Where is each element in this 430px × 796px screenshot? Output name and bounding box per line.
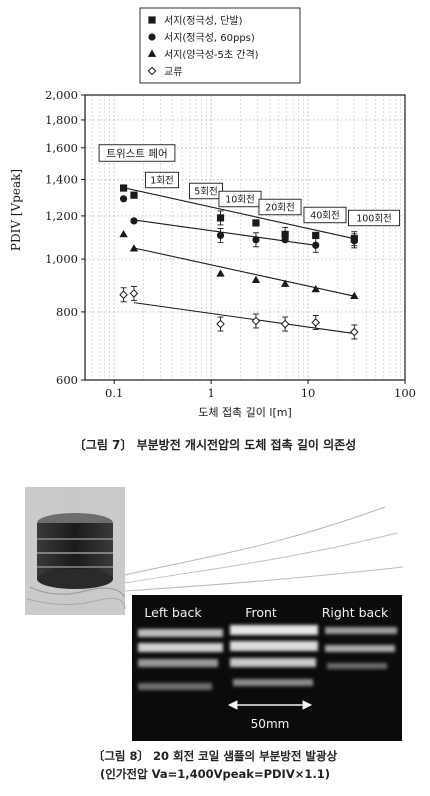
marker-diamond	[119, 290, 128, 300]
x-tick-label: 100	[394, 386, 416, 400]
y-tick-label: 1,800	[45, 113, 78, 127]
trend-line	[125, 187, 355, 240]
point-label-box	[145, 171, 179, 189]
marker-square	[130, 191, 138, 199]
marker-triangle	[280, 279, 290, 287]
point-label-box	[303, 206, 347, 224]
x-axis-label: 도체 접촉 길이 l[m]	[198, 406, 292, 419]
y-axis-label: PDIV [Vpeak]	[9, 169, 23, 251]
photo-illustration: Left back Front Right back 50mm	[25, 487, 404, 741]
marker-diamond	[350, 327, 359, 337]
legend-entry: 서지(정극성, 60pps)	[164, 32, 255, 44]
pdiv-chart: 600 800 1,000 1,200 1,400 1,600 1,800 2,000 0.1 1…	[9, 7, 416, 419]
marker-circle	[119, 195, 128, 203]
y-tick-label: 2,000	[45, 88, 78, 102]
marker-square	[119, 184, 128, 192]
marker-circle	[130, 217, 138, 225]
marker-diamond	[251, 316, 261, 326]
marker-square	[252, 219, 260, 227]
point-label: 100회전	[356, 213, 392, 224]
point-label-box	[258, 198, 302, 216]
photo-figure: Left back Front Right back 50mm	[25, 487, 406, 741]
label-right-back: Right back	[322, 605, 389, 620]
point-label: 5회전	[194, 186, 218, 197]
figure-8-caption-line2: (인가전압 Va=1,400Vpeak=PDIV×1.1)	[99, 767, 330, 781]
trend-lines	[125, 187, 355, 335]
legend: 서지(정극성, 단발) 서지(정극성, 60pps) 서지(양극성-5초 간격) 교류	[139, 7, 301, 84]
marker-square	[281, 230, 289, 238]
x-tick-label: 0.1	[105, 386, 123, 400]
marker-circle	[148, 33, 156, 41]
marker-triangle	[216, 269, 225, 277]
label-front: Front	[245, 605, 277, 620]
point-labels: 트위스트 페어 1회전 5회전 10회전 20회전 40회전 100회전	[98, 144, 401, 227]
marker-triangle	[311, 284, 320, 293]
data-marks	[119, 184, 359, 340]
marker-circle	[252, 236, 260, 244]
coil-photo	[25, 487, 126, 615]
figure-8-caption-line1: 〔그림 8〕 20 회전 코일 샘플의 부분방전 발광상	[92, 749, 338, 763]
marker-diamond	[129, 289, 139, 298]
marker-triangle	[119, 229, 128, 238]
point-label: 20회전	[265, 202, 295, 213]
trend-line	[133, 247, 355, 297]
y-tick-label: 1,200	[45, 209, 78, 223]
legend-box	[139, 7, 301, 84]
y-tick-label: 1,400	[45, 172, 78, 186]
marker-triangle	[251, 275, 261, 283]
legend-entry: 서지(정극성, 단발)	[164, 15, 243, 27]
marker-square	[312, 231, 320, 240]
y-tick-label: 1,000	[45, 252, 78, 266]
lead-wires	[124, 506, 404, 592]
marker-diamond	[280, 319, 290, 329]
trend-line	[133, 302, 355, 335]
point-label: 10회전	[225, 194, 255, 205]
marker-triangle	[129, 244, 139, 252]
marker-triangle	[147, 49, 157, 57]
marker-circle	[216, 231, 225, 240]
scale-arrow	[227, 700, 313, 710]
point-label-box	[347, 209, 401, 227]
label-left-back: Left back	[144, 605, 202, 620]
marker-circle	[350, 237, 358, 245]
inner-label-twisted-pair-box	[98, 144, 176, 162]
y-tick-label: 1,600	[45, 141, 78, 155]
y-tick-label: 800	[56, 305, 78, 319]
marker-diamond	[147, 66, 157, 76]
legend-entry: 교류	[164, 66, 182, 78]
legend-entry: 서지(양극성-5초 간격)	[164, 48, 259, 61]
marker-square	[216, 214, 225, 222]
plot-frame	[84, 94, 406, 381]
axes: 600 800 1,000 1,200 1,400 1,600 1,800 2,000 0.1 1…	[45, 88, 416, 400]
marker-diamond	[311, 318, 321, 327]
marker-circle	[281, 236, 289, 244]
marker-circle	[312, 241, 320, 249]
marker-square	[148, 16, 156, 24]
x-tick-label: 10	[301, 386, 316, 400]
point-label: 1회전	[150, 175, 174, 186]
marker-diamond	[216, 319, 225, 329]
marker-triangle	[350, 291, 359, 300]
inner-label-twisted-pair: 트위스트 페어	[106, 147, 167, 160]
y-tick-label: 600	[56, 373, 78, 387]
scale-label: 50mm	[251, 717, 290, 731]
point-label: 40회전	[310, 210, 340, 221]
x-tick-label: 1	[207, 386, 214, 400]
emission-glow	[138, 625, 397, 690]
figure-7-caption: 〔그림 7〕 부분방전 개시전압의 도체 접촉 길이 의존성	[73, 438, 357, 452]
